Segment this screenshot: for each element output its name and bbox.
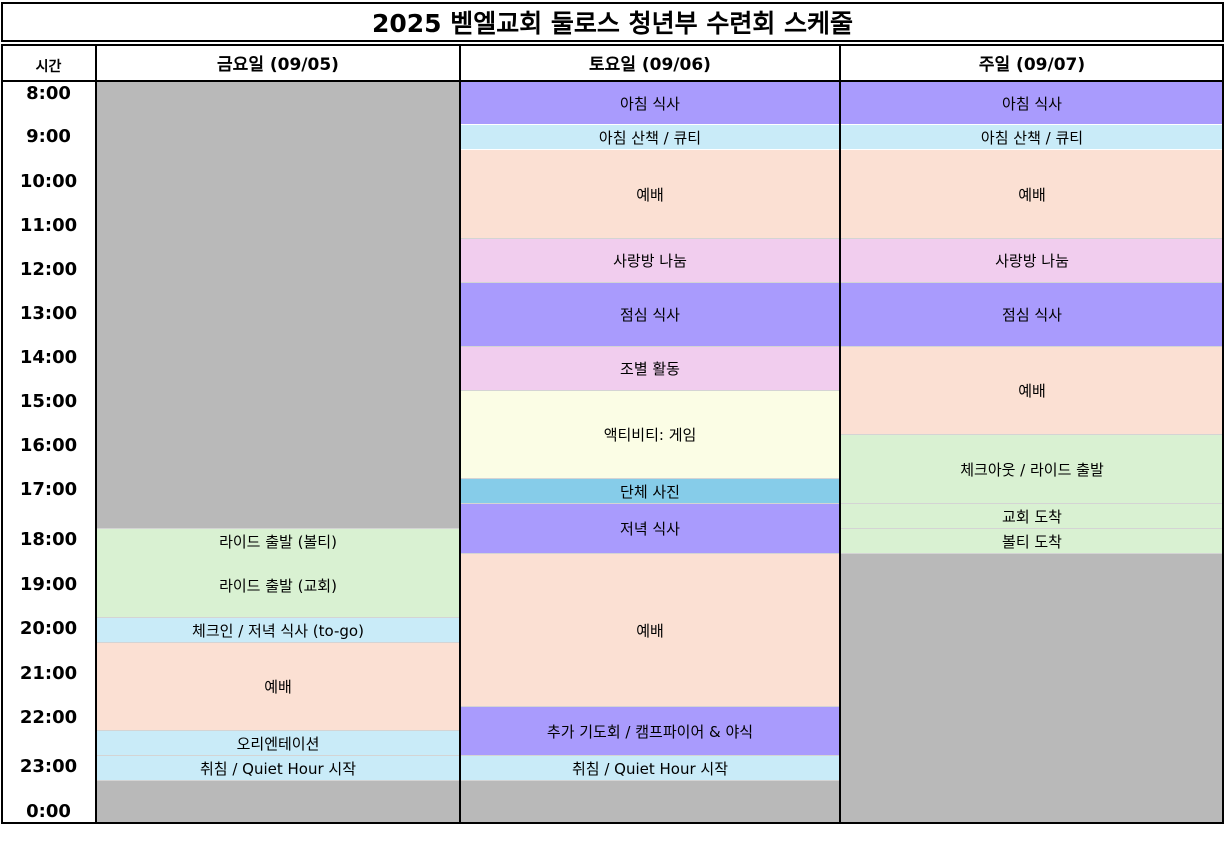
saturday-event-prayer-campfire: 추가 기도회 / 캠프파이어 & 야식: [461, 707, 839, 755]
friday-event-ride-church: 라이드 출발 (교회): [97, 553, 459, 617]
row-line: [2, 346, 1223, 347]
header-divider: [1, 80, 1224, 82]
time-half-row: [2, 236, 95, 256]
time-label: 23:00: [2, 755, 95, 777]
time-column-header: 시간: [35, 59, 62, 75]
time-label: 20:00: [2, 617, 95, 639]
row-line: [2, 238, 1223, 239]
time-label: 12:00: [2, 258, 95, 280]
sunday-event-breakfast: 아침 식사: [841, 82, 1223, 124]
time-half-row: [2, 324, 95, 344]
row-line: [2, 390, 1223, 391]
time-label: 16:00: [2, 434, 95, 456]
column-divider-saturday: [839, 44, 841, 824]
time-half-row: [2, 550, 95, 570]
sunday-event-worship-am: 예배: [841, 150, 1223, 238]
column-divider-friday: [459, 44, 461, 824]
time-half-row: [2, 147, 95, 167]
time-label: 22:00: [2, 706, 95, 728]
sunday-event-small-group: 사랑방 나눔: [841, 239, 1223, 282]
column-divider-time: [95, 44, 97, 824]
time-label: 21:00: [2, 662, 95, 684]
time-label: 19:00: [2, 573, 95, 595]
friday-event-worship: 예배: [97, 643, 459, 730]
time-half-row: [2, 822, 95, 842]
time-half-row: [2, 280, 95, 300]
row-line: [2, 755, 1223, 756]
sunday-event-walk-qt: 아침 산책 / 큐티: [841, 125, 1223, 149]
time-label: 13:00: [2, 302, 95, 324]
friday-event-checkin: 체크인 / 저녁 식사 (to-go): [97, 618, 459, 642]
time-half-row: [2, 777, 95, 797]
saturday-event-worship-pm: 예배: [461, 554, 839, 706]
row-line: [2, 282, 1223, 283]
row-line: [2, 503, 1223, 504]
time-half-row: [2, 368, 95, 388]
friday-event-quiet-hour: 취침 / Quiet Hour 시작: [97, 756, 459, 780]
time-half-row: [2, 104, 95, 124]
time-label: 0:00: [2, 800, 95, 822]
row-line: [2, 553, 1223, 554]
sunday-event-lunch: 점심 식사: [841, 283, 1223, 346]
time-half-row: [2, 192, 95, 212]
friday-event-ride-boltee: 라이드 출발 (볼티): [97, 529, 459, 553]
row-line: [2, 706, 1223, 707]
sunday-unavailable-block: [841, 554, 1223, 823]
time-label: 15:00: [2, 390, 95, 412]
time-label: 8:00: [2, 82, 95, 104]
friday-event-orientation: 오리엔테이션: [97, 731, 459, 755]
saturday-event-breakfast: 아침 식사: [461, 82, 839, 124]
row-line: [2, 478, 1223, 479]
friday-unavailable-block: [97, 82, 459, 528]
time-half-row: [2, 412, 95, 432]
time-label: 17:00: [2, 478, 95, 500]
time-label: 9:00: [2, 125, 95, 147]
sunday-event-worship-pm: 예배: [841, 347, 1223, 434]
sunday-header: 주일 (09/07): [978, 54, 1086, 75]
time-label: 10:00: [2, 170, 95, 192]
saturday-event-small-group: 사랑방 나눔: [461, 239, 839, 282]
time-label: 14:00: [2, 346, 95, 368]
time-label: 18:00: [2, 528, 95, 550]
saturday-event-game: 액티비티: 게임: [461, 391, 839, 478]
saturday-event-team-activity: 조별 활동: [461, 347, 839, 390]
sunday-event-arrive-boltee: 볼티 도착: [841, 529, 1223, 553]
time-half-row: [2, 639, 95, 659]
time-half-row: [2, 456, 95, 476]
saturday-event-group-photo: 단체 사진: [461, 479, 839, 503]
time-half-row: [2, 595, 95, 615]
time-label: 11:00: [2, 214, 95, 236]
friday-late-unavailable: [97, 781, 459, 823]
saturday-late-unavailable: [461, 781, 839, 823]
row-line: [2, 780, 1223, 781]
schedule-title: 2025 벧엘교회 둘로스 청년부 수련회 스케줄: [1, 2, 1224, 42]
time-half-row: [2, 728, 95, 748]
sunday-event-arrive-church: 교회 도착: [841, 504, 1223, 528]
saturday-event-dinner: 저녁 식사: [461, 504, 839, 553]
saturday-event-quiet-hour: 취침 / Quiet Hour 시작: [461, 756, 839, 780]
saturday-event-worship-am: 예배: [461, 150, 839, 238]
saturday-header: 토요일 (09/06): [589, 54, 711, 75]
time-half-row: [2, 684, 95, 704]
time-half-row: [2, 500, 95, 520]
saturday-event-lunch: 점심 식사: [461, 283, 839, 346]
sunday-event-checkout: 체크아웃 / 라이드 출발: [841, 435, 1223, 503]
saturday-event-walk-qt: 아침 산책 / 큐티: [461, 125, 839, 149]
friday-header: 금요일 (09/05): [217, 54, 339, 75]
